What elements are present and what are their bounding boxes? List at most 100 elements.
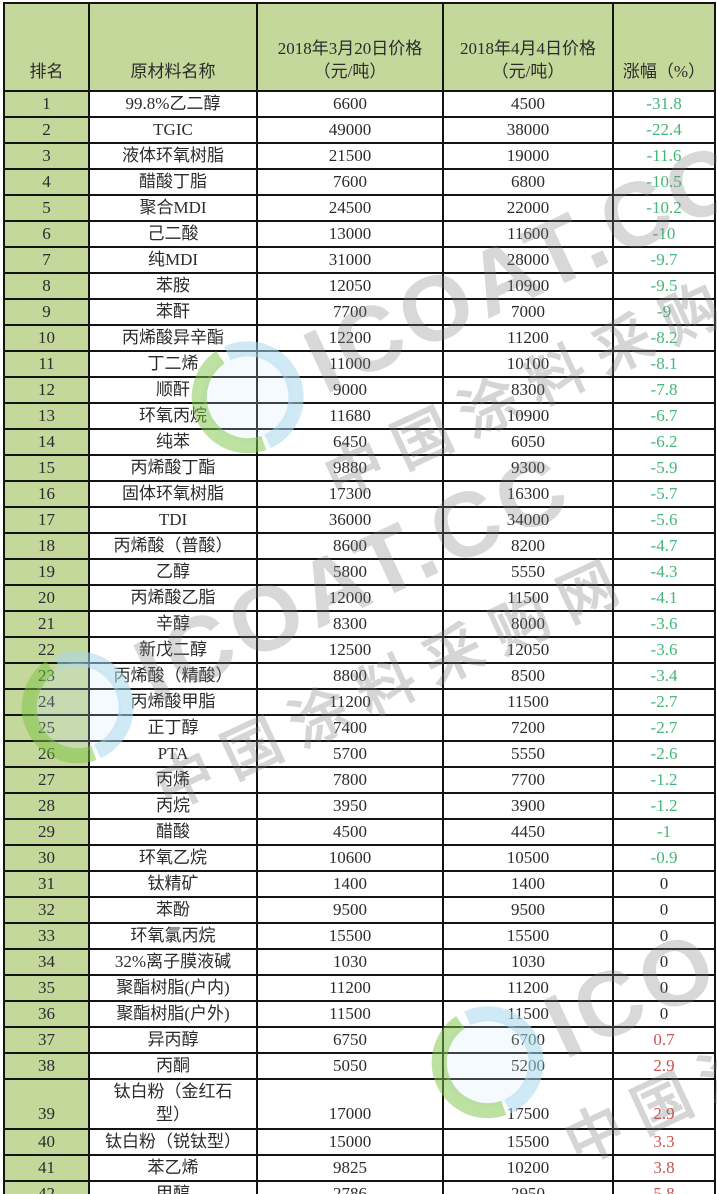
rank-cell: 26 (3, 740, 90, 768)
table-row: 30 环氧乙烷 10600 10500 -0.9 (3, 844, 716, 872)
material-name-cell: 丙烯酸甲脂 (88, 688, 258, 716)
price-apr4-cell: 12050 (442, 636, 614, 664)
price-apr4-cell: 19000 (442, 142, 614, 170)
price-apr4-cell: 10500 (442, 844, 614, 872)
table-row: 21 辛醇 8300 8000 -3.6 (3, 610, 716, 638)
material-name-cell: 聚酯树脂(户内) (88, 974, 258, 1002)
header-price-mar20: 2018年3月20日价格 （元/吨） (256, 2, 444, 92)
material-name-cell: 丙烯酸乙脂 (88, 584, 258, 612)
material-name-cell: 聚合MDI (88, 194, 258, 222)
rank-cell: 20 (3, 584, 90, 612)
rank-cell: 34 (3, 948, 90, 976)
table-row: 11 丁二烯 11000 10100 -8.1 (3, 350, 716, 378)
material-name-cell: 纯MDI (88, 246, 258, 274)
material-name-cell: 钛精矿 (88, 870, 258, 898)
rank-cell: 22 (3, 636, 90, 664)
price-mar20-cell: 7400 (256, 714, 444, 742)
change-pct-cell: -10 (612, 220, 716, 248)
price-apr4-cell: 11500 (442, 1000, 614, 1028)
price-apr4-cell: 11200 (442, 324, 614, 352)
price-mar20-cell: 21500 (256, 142, 444, 170)
change-pct-cell: -1.2 (612, 766, 716, 794)
change-pct-cell: -5.9 (612, 454, 716, 482)
material-name-cell: 苯酐 (88, 298, 258, 326)
change-pct-cell: -8.1 (612, 350, 716, 378)
price-apr4-cell: 34000 (442, 506, 614, 534)
material-name-cell: 丙烷 (88, 792, 258, 820)
change-pct-cell: -4.3 (612, 558, 716, 586)
price-apr4-cell: 10900 (442, 402, 614, 430)
price-mar20-cell: 12000 (256, 584, 444, 612)
material-name-cell: 顺酐 (88, 376, 258, 404)
price-apr4-cell: 5550 (442, 740, 614, 768)
rank-cell: 7 (3, 246, 90, 274)
price-mar20-cell: 15000 (256, 1128, 444, 1156)
price-mar20-cell: 12500 (256, 636, 444, 664)
price-mar20-cell: 7600 (256, 168, 444, 196)
rank-cell: 33 (3, 922, 90, 950)
price-mar20-cell: 17000 (256, 1078, 444, 1130)
table-row: 10 丙烯酸异辛酯 12200 11200 -8.2 (3, 324, 716, 352)
price-mar20-cell: 9000 (256, 376, 444, 404)
header-row: 排名 原材料名称 2018年3月20日价格 （元/吨） 2018年4月4日价格 … (3, 2, 716, 92)
table-row: 27 丙烯 7800 7700 -1.2 (3, 766, 716, 794)
material-name-cell: 丙烯 (88, 766, 258, 794)
price-apr4-cell: 3900 (442, 792, 614, 820)
price-mar20-cell: 1400 (256, 870, 444, 898)
rank-cell: 13 (3, 402, 90, 430)
price-apr4-cell: 4450 (442, 818, 614, 846)
price-apr4-cell: 28000 (442, 246, 614, 274)
table-row: 16 固体环氧树脂 17300 16300 -5.7 (3, 480, 716, 508)
table-row: 28 丙烷 3950 3900 -1.2 (3, 792, 716, 820)
price-mar20-cell: 9880 (256, 454, 444, 482)
rank-cell: 31 (3, 870, 90, 898)
material-name-cell: 乙醇 (88, 558, 258, 586)
price-apr4-cell: 11200 (442, 974, 614, 1002)
rank-cell: 5 (3, 194, 90, 222)
change-pct-cell: -9.7 (612, 246, 716, 274)
table-row: 4 醋酸丁脂 7600 6800 -10.5 (3, 168, 716, 196)
material-name-cell: 辛醇 (88, 610, 258, 638)
material-name-cell: 己二酸 (88, 220, 258, 248)
table-row: 9 苯酐 7700 7000 -9 (3, 298, 716, 326)
material-name-cell: 钛白粉（金红石 型） (88, 1078, 258, 1130)
rank-cell: 30 (3, 844, 90, 872)
price-mar20-cell: 5050 (256, 1052, 444, 1080)
table-row: 23 丙烯酸（精酸） 8800 8500 -3.4 (3, 662, 716, 690)
table-row: 39 钛白粉（金红石 型） 17000 17500 2.9 (3, 1078, 716, 1130)
rank-cell: 35 (3, 974, 90, 1002)
price-mar20-cell: 12050 (256, 272, 444, 300)
price-mar20-cell: 11500 (256, 1000, 444, 1028)
material-name-cell: 新戊二醇 (88, 636, 258, 664)
rank-cell: 15 (3, 454, 90, 482)
material-name-cell: 丙烯酸（普酸） (88, 532, 258, 560)
price-mar20-cell: 6600 (256, 90, 444, 118)
table-row: 12 顺酐 9000 8300 -7.8 (3, 376, 716, 404)
material-name-cell: 钛白粉（锐钛型） (88, 1128, 258, 1156)
material-name-cell: 丙烯酸异辛酯 (88, 324, 258, 352)
material-name-cell: 环氧丙烷 (88, 402, 258, 430)
price-apr4-cell: 17500 (442, 1078, 614, 1130)
price-mar20-cell: 11000 (256, 350, 444, 378)
change-pct-cell: 0 (612, 922, 716, 950)
change-pct-cell: 3.8 (612, 1154, 716, 1182)
rank-cell: 24 (3, 688, 90, 716)
change-pct-cell: -10.2 (612, 194, 716, 222)
price-mar20-cell: 12200 (256, 324, 444, 352)
change-pct-cell: 0.7 (612, 1026, 716, 1054)
change-pct-cell: -1.2 (612, 792, 716, 820)
table-row: 7 纯MDI 31000 28000 -9.7 (3, 246, 716, 274)
change-pct-cell: 0 (612, 896, 716, 924)
price-mar20-cell: 6750 (256, 1026, 444, 1054)
rank-cell: 37 (3, 1026, 90, 1054)
rank-cell: 25 (3, 714, 90, 742)
table-row: 18 丙烯酸（普酸） 8600 8200 -4.7 (3, 532, 716, 560)
rank-cell: 10 (3, 324, 90, 352)
price-apr4-cell: 9300 (442, 454, 614, 482)
change-pct-cell: -3.6 (612, 610, 716, 638)
table-row: 17 TDI 36000 34000 -5.6 (3, 506, 716, 534)
price-apr4-cell: 10900 (442, 272, 614, 300)
price-mar20-cell: 8300 (256, 610, 444, 638)
rank-cell: 28 (3, 792, 90, 820)
